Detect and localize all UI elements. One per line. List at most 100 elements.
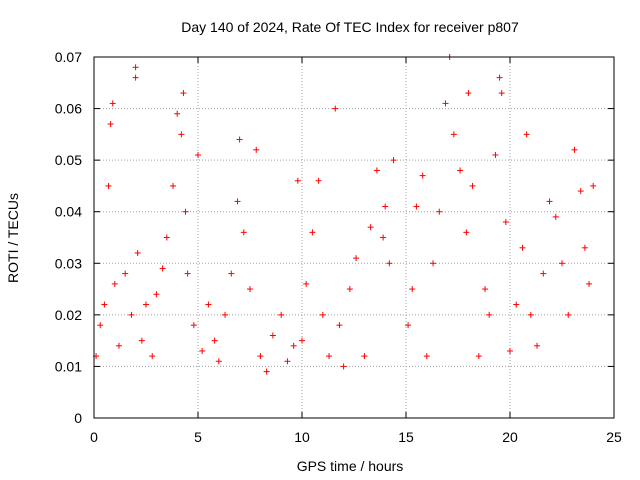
data-point	[469, 182, 476, 189]
data-point	[419, 172, 426, 179]
data-point	[101, 301, 108, 308]
data-point	[502, 219, 509, 226]
data-point	[299, 337, 305, 344]
x-tick-label: 5	[194, 429, 202, 445]
data-point	[450, 131, 457, 138]
data-point	[442, 100, 449, 107]
x-axis-label: GPS time / hours	[297, 458, 404, 474]
y-tick-label: 0.01	[55, 358, 82, 374]
data-point	[336, 322, 343, 329]
data-point	[153, 291, 160, 298]
data-point	[527, 311, 534, 318]
data-point	[105, 182, 112, 189]
data-point	[222, 311, 229, 318]
y-axis-label: ROTI / TECUs	[5, 193, 21, 283]
data-point	[496, 74, 503, 81]
data-point	[546, 198, 553, 205]
data-point	[409, 286, 416, 293]
data-point	[577, 188, 584, 195]
data-point	[413, 203, 420, 210]
data-point	[498, 90, 505, 97]
data-point	[199, 347, 206, 354]
y-tick-label: 0.05	[55, 152, 82, 168]
data-point	[170, 182, 177, 189]
chart-title: Day 140 of 2024, Rate Of TEC Index for r…	[181, 19, 519, 35]
data-point	[290, 342, 297, 349]
data-point	[184, 270, 191, 277]
data-point	[523, 131, 530, 138]
data-point	[386, 260, 393, 267]
data-point	[182, 208, 189, 215]
data-point	[174, 110, 181, 117]
data-point	[436, 208, 443, 215]
data-points	[93, 54, 597, 375]
data-point	[109, 100, 116, 107]
data-point	[382, 203, 389, 210]
data-point	[132, 74, 139, 81]
data-point	[405, 322, 412, 329]
data-point	[367, 224, 374, 231]
data-point	[309, 229, 316, 236]
data-point	[149, 353, 156, 360]
y-tick-label: 0.03	[55, 255, 82, 271]
data-point	[228, 270, 235, 277]
data-point	[353, 255, 360, 262]
grid	[94, 57, 614, 418]
data-point	[115, 342, 122, 349]
data-point	[159, 265, 166, 272]
data-point	[457, 167, 464, 174]
data-point	[463, 229, 470, 236]
data-point	[465, 90, 472, 97]
data-point	[211, 337, 218, 344]
data-point	[340, 363, 347, 370]
data-point	[430, 260, 437, 267]
x-tick-label: 0	[90, 429, 98, 445]
data-point	[315, 177, 322, 184]
data-point	[534, 342, 541, 349]
data-point	[247, 286, 253, 293]
data-point	[253, 146, 260, 153]
x-tick-label: 25	[606, 429, 622, 445]
data-point	[178, 131, 185, 138]
data-point	[269, 332, 276, 339]
data-point	[134, 249, 141, 256]
data-point	[190, 322, 197, 329]
data-point	[319, 311, 326, 318]
data-point	[97, 322, 104, 329]
data-point	[234, 198, 241, 205]
data-point	[519, 244, 526, 251]
data-point	[565, 311, 572, 318]
data-point	[195, 151, 201, 158]
data-point	[257, 353, 264, 360]
data-point	[482, 286, 489, 293]
data-point	[380, 234, 387, 241]
data-point	[263, 368, 270, 375]
data-point	[540, 270, 547, 277]
data-point	[559, 260, 565, 267]
data-point	[163, 234, 170, 241]
data-point	[326, 353, 333, 360]
data-point	[205, 301, 212, 308]
data-point	[107, 121, 114, 128]
tick-labels: 0 5 10 15 20 25 0 0.01 0.02 0.03 0.04 0.05 0.06 0.07	[55, 49, 622, 445]
data-point	[475, 353, 482, 360]
data-point	[373, 167, 380, 174]
data-point	[507, 347, 513, 354]
data-point	[236, 136, 243, 143]
data-point	[581, 244, 588, 251]
data-point	[294, 177, 301, 184]
data-point	[143, 301, 149, 308]
y-tick-label: 0.02	[55, 307, 82, 323]
data-point	[278, 311, 285, 318]
data-point	[128, 311, 135, 318]
data-point	[492, 151, 499, 158]
data-point	[361, 353, 368, 360]
data-point	[215, 358, 222, 365]
data-point	[346, 286, 353, 293]
y-tick-label: 0.04	[55, 204, 82, 220]
data-point	[303, 280, 310, 287]
data-point	[586, 280, 593, 287]
y-tick-label: 0.06	[55, 101, 82, 117]
data-point	[390, 157, 397, 164]
